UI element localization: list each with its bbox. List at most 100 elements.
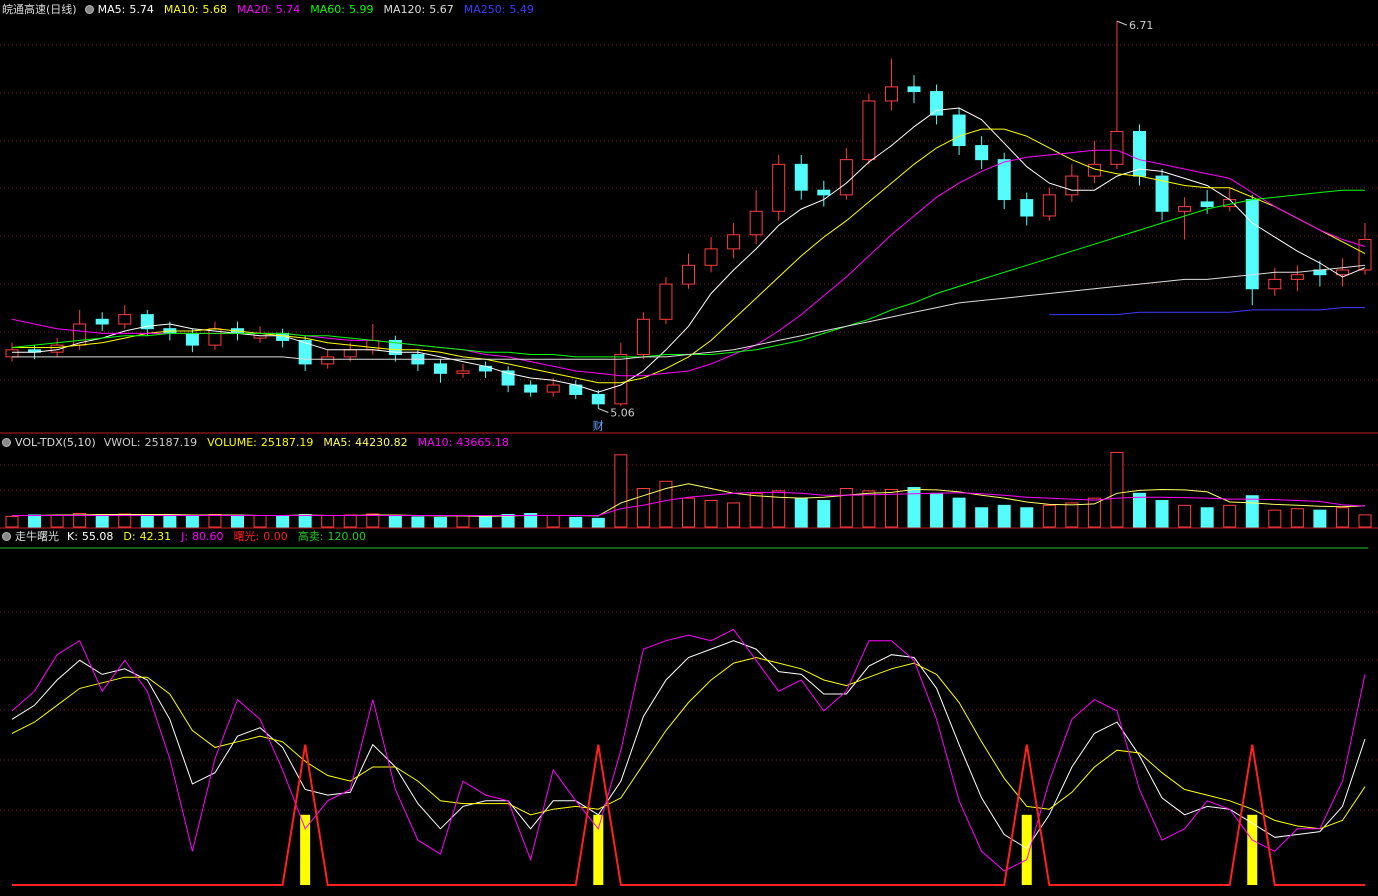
candle-body bbox=[456, 370, 470, 374]
volume-bar bbox=[862, 490, 876, 528]
volume-bar bbox=[50, 514, 64, 528]
volume-bar bbox=[839, 488, 853, 528]
series-line bbox=[12, 744, 1365, 886]
legend-name: MA250: bbox=[463, 2, 506, 16]
volume-bar bbox=[794, 497, 808, 528]
candle-body bbox=[118, 314, 132, 325]
candle-body bbox=[1335, 269, 1349, 276]
candle-body bbox=[140, 314, 154, 330]
legend-icon bbox=[84, 4, 94, 14]
volume-bar bbox=[411, 516, 425, 528]
candle-body bbox=[952, 114, 966, 147]
volume-bar bbox=[456, 514, 470, 528]
volume-bar bbox=[1065, 502, 1079, 528]
legend-name: D: bbox=[123, 529, 136, 543]
volume-bar bbox=[772, 490, 786, 528]
legend-value: 55.08 bbox=[81, 529, 114, 543]
candle-body bbox=[1155, 175, 1169, 212]
candle-body bbox=[479, 365, 493, 372]
candle-body bbox=[614, 354, 628, 405]
legend-name: MA5: bbox=[323, 435, 352, 449]
volume-bar bbox=[727, 502, 741, 528]
signal-bar bbox=[1247, 814, 1258, 885]
volume-bar bbox=[501, 513, 515, 528]
candle-body bbox=[839, 159, 853, 196]
candle-body bbox=[772, 163, 786, 212]
legend-name: VWOL: bbox=[103, 435, 141, 449]
candle-body bbox=[1290, 274, 1304, 280]
candle-body bbox=[388, 339, 402, 356]
legend-icon bbox=[2, 531, 11, 541]
series-line bbox=[12, 491, 1366, 516]
volume-bar bbox=[1178, 504, 1192, 528]
volume-bar bbox=[276, 515, 290, 528]
volume-bar bbox=[614, 454, 628, 528]
candle-body bbox=[704, 248, 718, 266]
leader bbox=[598, 408, 609, 413]
legend-name: VOLUME: bbox=[207, 435, 257, 449]
legend-value: 5.68 bbox=[202, 2, 228, 16]
volume-bar bbox=[28, 514, 42, 528]
legend-row: VOL-TDX(5,10) VWOL: 25187.19 VOLUME: 25187.… bbox=[2, 434, 515, 450]
candle-body bbox=[884, 86, 898, 102]
candle-body bbox=[1065, 175, 1079, 196]
legend-title: VOL-TDX(5,10) bbox=[15, 435, 96, 449]
volume-bar bbox=[591, 517, 605, 528]
legend-name: MA120: bbox=[383, 2, 426, 16]
leader bbox=[1116, 20, 1128, 26]
legend-row: 皖通高速(日线) MA5: 5.74 MA10: 5.68 MA20: 5.74 MA60:… bbox=[2, 1, 540, 17]
legend-value: 25187.19 bbox=[260, 435, 314, 449]
legend-name: 曙光: bbox=[233, 530, 260, 543]
volume-bar bbox=[185, 515, 199, 528]
legend-value: 5.67 bbox=[429, 2, 454, 16]
legend-name: MA20: bbox=[237, 2, 272, 16]
candle-body bbox=[930, 91, 944, 116]
candle-body bbox=[433, 363, 447, 374]
candle-body bbox=[321, 356, 335, 365]
candle-body bbox=[975, 145, 989, 161]
volume-bar bbox=[479, 515, 493, 528]
candle-body bbox=[1042, 194, 1056, 217]
candle-body bbox=[1358, 238, 1372, 271]
volume-bar bbox=[1020, 507, 1034, 528]
volume-bar bbox=[1335, 507, 1349, 528]
volume-bar bbox=[1155, 500, 1169, 528]
volume-bar bbox=[95, 513, 109, 528]
legend-value: 5.74 bbox=[275, 2, 301, 16]
candle-body bbox=[95, 318, 109, 325]
volume-bar bbox=[524, 513, 538, 528]
legend-name: 高卖: bbox=[297, 530, 324, 543]
legend-title: 走牛曙光 bbox=[15, 530, 59, 543]
max-label: 6.71 bbox=[1129, 19, 1154, 32]
volume-bar bbox=[952, 497, 966, 528]
legend-name: MA60: bbox=[310, 2, 345, 16]
legend-value: 80.60 bbox=[192, 529, 224, 543]
candle-body bbox=[591, 393, 605, 405]
volume-bar bbox=[1223, 504, 1237, 528]
signal-bar bbox=[593, 814, 604, 885]
volume-bar bbox=[1087, 497, 1101, 528]
volume-bar bbox=[569, 516, 583, 528]
legend-value: 25187.19 bbox=[144, 435, 198, 449]
candle-body bbox=[343, 349, 357, 358]
volume-bar bbox=[366, 513, 380, 528]
series-line bbox=[12, 128, 1366, 384]
candle-body bbox=[185, 332, 199, 346]
series-line bbox=[1049, 307, 1365, 316]
candle-body bbox=[1110, 130, 1124, 165]
candle-body bbox=[659, 283, 673, 320]
legend-name: MA10: bbox=[417, 435, 453, 449]
volume-bar bbox=[1313, 509, 1327, 528]
volume-bar bbox=[636, 488, 650, 528]
volume-bar bbox=[930, 492, 944, 528]
candle-body bbox=[794, 163, 808, 191]
series-line bbox=[11, 628, 1366, 872]
series-line bbox=[11, 656, 1366, 830]
volume-bar bbox=[704, 500, 718, 528]
legend-value: 5.74 bbox=[129, 2, 154, 16]
volume-bar bbox=[907, 487, 921, 528]
candle-body bbox=[50, 344, 64, 353]
volume-bar bbox=[231, 514, 244, 528]
volume-bar bbox=[659, 480, 673, 528]
